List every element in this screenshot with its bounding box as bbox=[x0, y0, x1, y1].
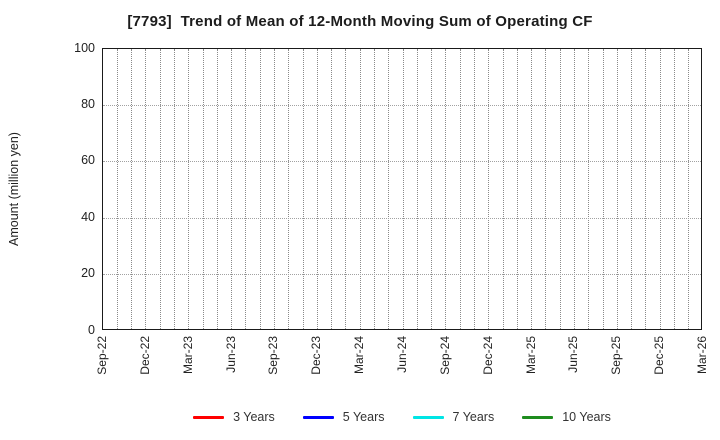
x-tick-label: Mar-23 bbox=[180, 336, 195, 375]
vertical-gridline bbox=[388, 49, 390, 329]
vertical-gridline bbox=[673, 49, 675, 329]
vertical-gridline bbox=[231, 49, 233, 329]
legend-label: 7 Years bbox=[452, 410, 495, 424]
plot-area bbox=[102, 48, 702, 330]
vertical-gridline bbox=[688, 49, 690, 329]
vertical-gridline bbox=[473, 49, 475, 329]
vertical-gridline bbox=[245, 49, 247, 329]
legend-label: 3 Years bbox=[233, 410, 275, 424]
horizontal-gridline bbox=[103, 274, 701, 276]
vertical-gridline bbox=[588, 49, 590, 329]
legend-swatch-5-years bbox=[302, 415, 334, 419]
vertical-gridline bbox=[145, 49, 147, 329]
y-tick-label: 100 bbox=[74, 40, 95, 55]
legend-item: 5 Years bbox=[302, 410, 385, 424]
vertical-gridline bbox=[616, 49, 618, 329]
x-tick-label: Dec-25 bbox=[652, 336, 667, 375]
vertical-gridline bbox=[202, 49, 204, 329]
x-tick-label: Mar-24 bbox=[352, 336, 367, 375]
y-tick-label: 40 bbox=[81, 209, 95, 224]
legend-swatch-3-years bbox=[193, 415, 225, 419]
x-tick-label: Sep-25 bbox=[609, 336, 624, 375]
vertical-gridline bbox=[602, 49, 604, 329]
vertical-gridline bbox=[631, 49, 633, 329]
vertical-gridline bbox=[188, 49, 190, 329]
vertical-gridline bbox=[431, 49, 433, 329]
y-tick-label: 80 bbox=[81, 96, 95, 111]
vertical-gridline bbox=[502, 49, 504, 329]
x-tick-label: Dec-24 bbox=[480, 336, 495, 375]
horizontal-gridline bbox=[103, 104, 701, 106]
legend-item: 7 Years bbox=[412, 410, 495, 424]
vertical-gridline bbox=[116, 49, 118, 329]
vertical-gridline bbox=[302, 49, 304, 329]
vertical-gridline bbox=[402, 49, 404, 329]
vertical-gridline bbox=[416, 49, 418, 329]
y-axis-title: Amount (million yen) bbox=[7, 132, 21, 246]
x-tick-label: Dec-22 bbox=[137, 336, 152, 375]
legend-swatch-10-years bbox=[522, 415, 554, 419]
vertical-gridline bbox=[573, 49, 575, 329]
x-tick-label: Jun-25 bbox=[566, 336, 581, 373]
x-tick-label: Dec-23 bbox=[309, 336, 324, 375]
vertical-gridline bbox=[659, 49, 661, 329]
vertical-gridline bbox=[488, 49, 490, 329]
y-tick-label: 0 bbox=[88, 322, 95, 337]
y-tick-label: 20 bbox=[81, 266, 95, 281]
vertical-gridline bbox=[173, 49, 175, 329]
vertical-gridline bbox=[559, 49, 561, 329]
x-tick-label: Sep-23 bbox=[266, 336, 281, 375]
legend-item: 10 Years bbox=[522, 410, 611, 424]
vertical-gridline bbox=[273, 49, 275, 329]
x-tick-label: Mar-26 bbox=[695, 336, 709, 375]
vertical-gridline bbox=[645, 49, 647, 329]
x-tick-label: Mar-25 bbox=[523, 336, 538, 375]
horizontal-gridline bbox=[103, 217, 701, 219]
legend: 3 Years 5 Years 7 Years 10 Years bbox=[102, 404, 702, 430]
x-tick-label: Jun-24 bbox=[395, 336, 409, 373]
vertical-gridline bbox=[359, 49, 361, 329]
vertical-gridline bbox=[373, 49, 375, 329]
chart-title: [7793] Trend of Mean of 12-Month Moving … bbox=[127, 13, 593, 30]
vertical-gridline bbox=[316, 49, 318, 329]
vertical-gridline bbox=[516, 49, 518, 329]
horizontal-gridline bbox=[103, 161, 701, 163]
vertical-gridline bbox=[331, 49, 333, 329]
vertical-gridline bbox=[545, 49, 547, 329]
x-tick-label: Jun-23 bbox=[223, 336, 238, 373]
x-tick-label: Sep-22 bbox=[95, 336, 109, 375]
legend-label: 10 Years bbox=[562, 410, 611, 424]
vertical-gridline bbox=[159, 49, 161, 329]
y-tick-label: 60 bbox=[81, 153, 95, 168]
vertical-gridline bbox=[531, 49, 533, 329]
vertical-gridline bbox=[459, 49, 461, 329]
legend-label: 5 Years bbox=[342, 410, 385, 424]
vertical-gridline bbox=[445, 49, 447, 329]
vertical-gridline bbox=[216, 49, 218, 329]
x-tick-label: Sep-24 bbox=[437, 336, 452, 375]
legend-item: 3 Years bbox=[193, 410, 275, 424]
vertical-gridline bbox=[345, 49, 347, 329]
vertical-gridline bbox=[131, 49, 133, 329]
vertical-gridline bbox=[259, 49, 261, 329]
legend-swatch-7-years bbox=[412, 415, 444, 419]
vertical-gridline bbox=[288, 49, 290, 329]
